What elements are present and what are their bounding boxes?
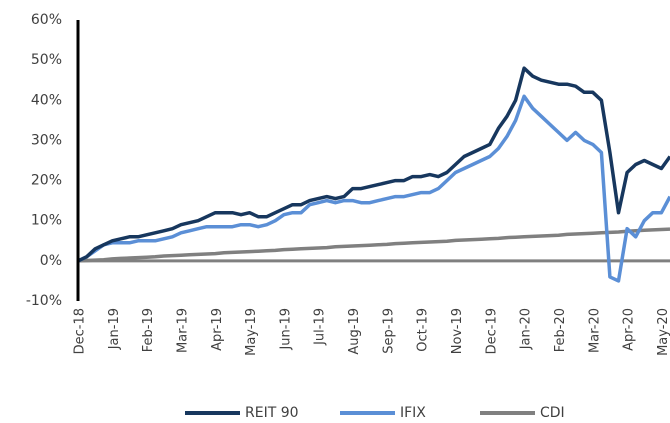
x-tick-label: Jun-19: [278, 308, 293, 351]
x-tick-label: Dec-19: [484, 308, 499, 354]
x-tick-label: Mar-20: [587, 308, 602, 353]
y-tick-label: 50%: [31, 52, 62, 68]
x-tick-label: Jan-19: [107, 308, 122, 350]
x-tick-label: Apr-19: [210, 308, 225, 351]
x-tick-label: Nov-19: [450, 308, 465, 354]
y-tick-label: 10%: [31, 213, 62, 229]
x-tick-label: Sep-19: [381, 308, 396, 354]
x-tick-label: May-19: [244, 308, 259, 356]
x-tick-label: Feb-19: [141, 308, 156, 352]
y-tick-label: 40%: [31, 92, 62, 108]
x-tick-label: Jul-19: [313, 308, 328, 346]
legend-label: IFIX: [400, 405, 426, 421]
x-tick-label: Oct-19: [416, 308, 431, 352]
x-tick-label: Dec-18: [73, 308, 88, 354]
series-line: [77, 94, 670, 283]
x-tick-label: May-20: [656, 308, 670, 356]
legend-label: REIT 90: [245, 405, 299, 421]
y-tick-label: 20%: [31, 173, 62, 189]
y-tick-label: 30%: [31, 132, 62, 148]
series-line: [77, 66, 670, 263]
x-tick-label: Jan-20: [519, 308, 534, 350]
x-tick-label: Feb-20: [553, 308, 568, 352]
x-tick-label: Apr-20: [622, 308, 637, 351]
x-tick-label: Aug-19: [347, 308, 362, 355]
y-tick-label: -10%: [26, 293, 62, 309]
legend-label: CDI: [540, 405, 565, 421]
x-tick-label: Mar-19: [175, 308, 190, 353]
y-tick-label: 0%: [40, 253, 62, 269]
series-line: [77, 227, 670, 263]
y-tick-label: 60%: [31, 12, 62, 28]
